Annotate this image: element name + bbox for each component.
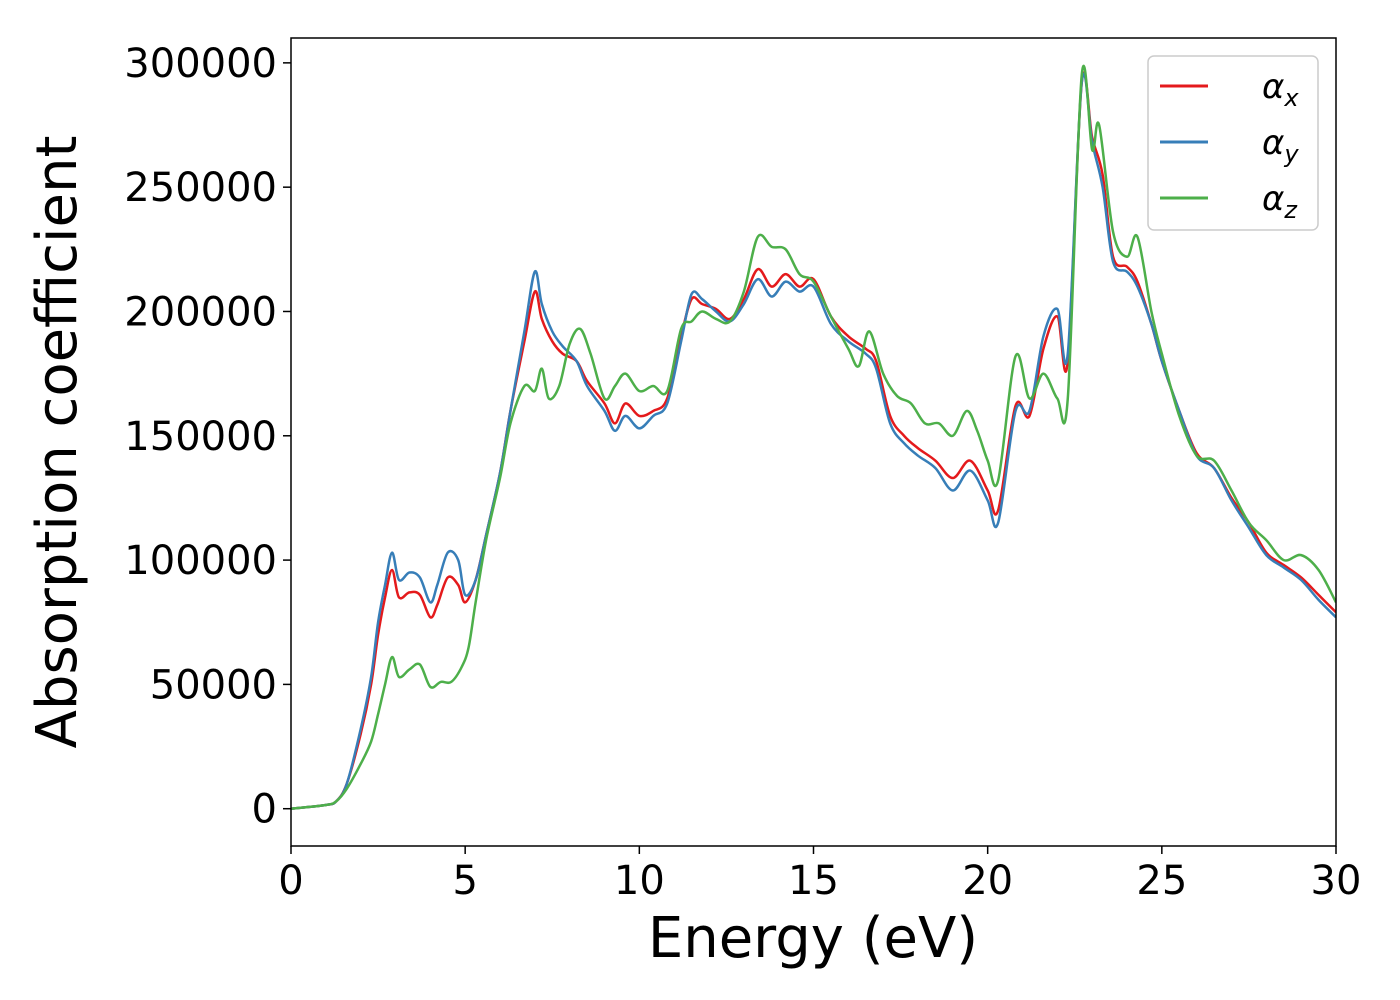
x-tick-label: 30 [1311, 858, 1362, 904]
y-axis: 0 50000 100000 150000 200000 250000 300000 [124, 41, 291, 833]
series-line-z [291, 64, 1336, 810]
y-tick-label: 200000 [124, 289, 277, 335]
x-tick-label: 0 [278, 858, 303, 904]
x-tick-label: 5 [452, 858, 477, 904]
series-line-x [291, 71, 1336, 810]
y-tick-label: 300000 [124, 41, 277, 87]
legend-box [1147, 55, 1319, 231]
x-tick-label: 15 [788, 858, 839, 904]
series-line-y [291, 72, 1336, 810]
x-axis: 0 5 10 15 20 25 30 [278, 846, 1361, 904]
y-tick-label: 250000 [124, 165, 277, 211]
legend-symbol: α [1262, 123, 1284, 163]
y-tick-label: 150000 [124, 414, 277, 460]
legend-subscript: y [1283, 140, 1299, 168]
x-tick-label: 10 [614, 858, 665, 904]
y-axis-label: Absorption coefficient [25, 136, 90, 749]
y-tick-label: 50000 [150, 662, 277, 708]
series-layer [291, 64, 1336, 810]
y-tick-label: 100000 [124, 538, 277, 584]
legend-label-z: αz [1262, 179, 1298, 224]
x-tick-label: 25 [1136, 858, 1187, 904]
x-axis-label: Energy (eV) [648, 906, 978, 971]
x-tick-label: 20 [962, 858, 1013, 904]
legend-subscript: z [1283, 196, 1298, 224]
legend-symbol: α [1262, 179, 1284, 219]
y-tick-label: 0 [252, 787, 277, 833]
legend-label-x: αx [1262, 67, 1299, 112]
legend-subscript: x [1283, 84, 1299, 112]
legend-label-y: αy [1262, 123, 1299, 168]
legend-symbol: α [1262, 67, 1284, 107]
